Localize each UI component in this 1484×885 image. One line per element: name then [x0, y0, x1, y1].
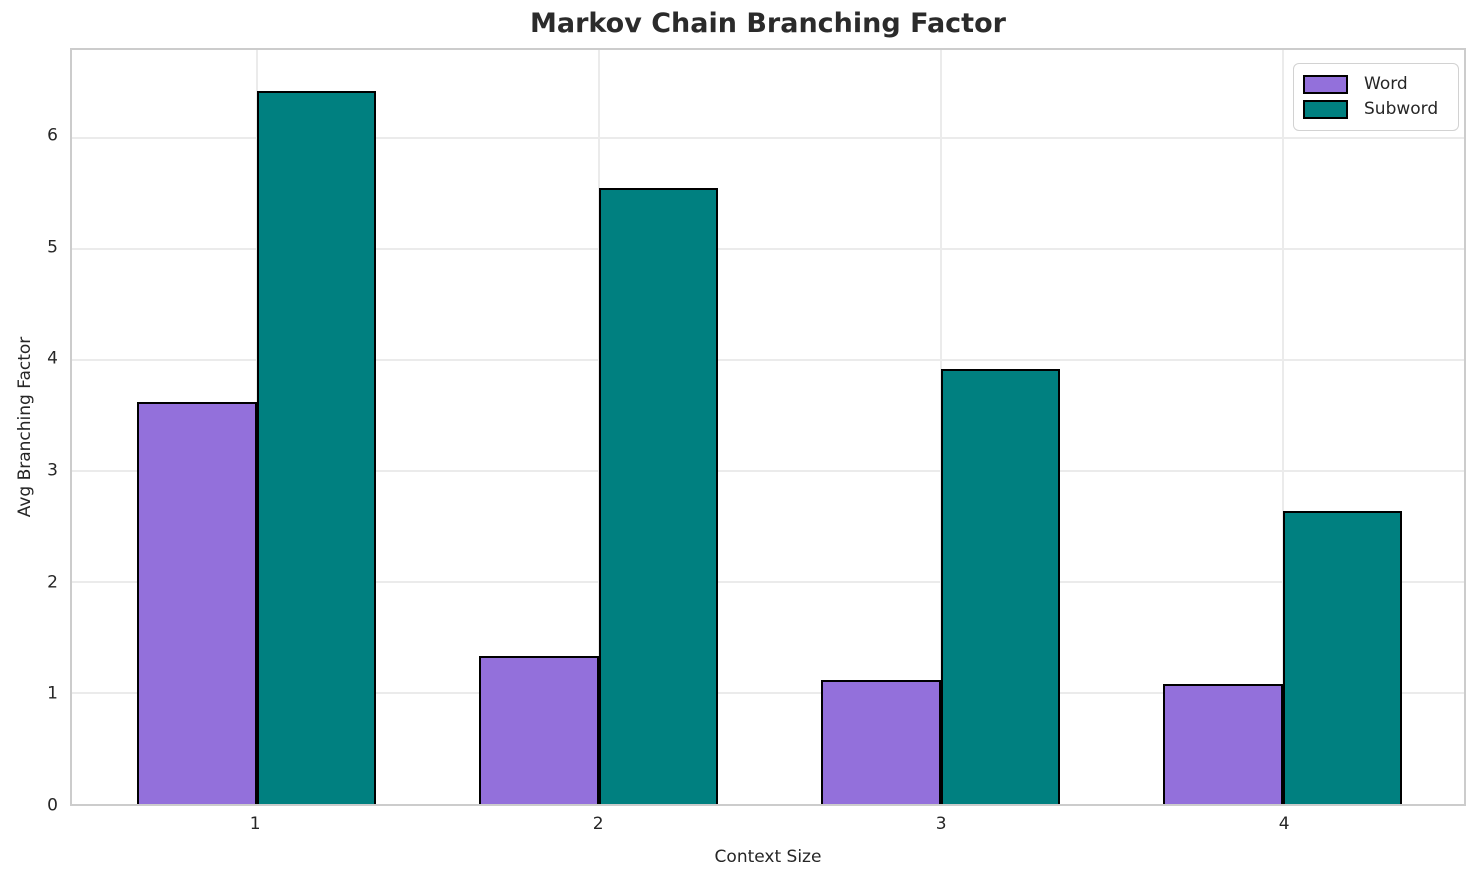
gridline-y-2 [72, 580, 1464, 583]
x-tick-label-4: 4 [1278, 814, 1290, 834]
bar-word-2 [478, 656, 599, 804]
y-tick-label-2: 2 [47, 572, 58, 593]
x-tick-label-3: 3 [935, 814, 947, 834]
chart-title: Markov Chain Branching Factor [530, 8, 1006, 39]
x-tick-label-2: 2 [592, 814, 604, 834]
bar-word-3 [821, 679, 941, 804]
bar-subword-2 [598, 187, 719, 804]
y-tick-label-0: 0 [47, 795, 58, 816]
y-tick-label-3: 3 [47, 460, 58, 481]
x-tick-label-1: 1 [249, 814, 261, 834]
x-axis-label: Context Size [714, 847, 822, 867]
legend-item-subword: Subword [1303, 97, 1448, 122]
legend: Word Subword [1293, 63, 1459, 131]
y-tick-label-6: 6 [47, 125, 58, 146]
gridline-x-4 [1281, 50, 1284, 804]
legend-item-word: Word [1303, 72, 1448, 97]
bar-subword-4 [1282, 510, 1403, 804]
gridline-y-4 [72, 358, 1464, 361]
y-tick-label-4: 4 [47, 348, 58, 369]
gridline-y-1 [72, 691, 1464, 694]
gridline-y-6 [72, 136, 1464, 139]
legend-swatch-word [1303, 75, 1348, 94]
y-tick-label-5: 5 [47, 237, 58, 258]
bar-subword-3 [940, 368, 1061, 804]
gridline-y-3 [72, 469, 1464, 472]
y-tick-label-1: 1 [47, 683, 58, 704]
bar-word-4 [1163, 684, 1283, 804]
gridline-y-5 [72, 247, 1464, 250]
legend-swatch-subword [1303, 100, 1348, 119]
y-tick-labels: 0 1 2 3 4 5 6 [0, 48, 58, 814]
legend-label-word: Word [1364, 74, 1408, 94]
bar-word-1 [136, 402, 257, 804]
plot-area [70, 48, 1466, 806]
legend-label-subword: Subword [1364, 99, 1439, 119]
bar-subword-1 [256, 91, 377, 804]
x-tick-labels: 1 2 3 4 [70, 814, 1466, 838]
